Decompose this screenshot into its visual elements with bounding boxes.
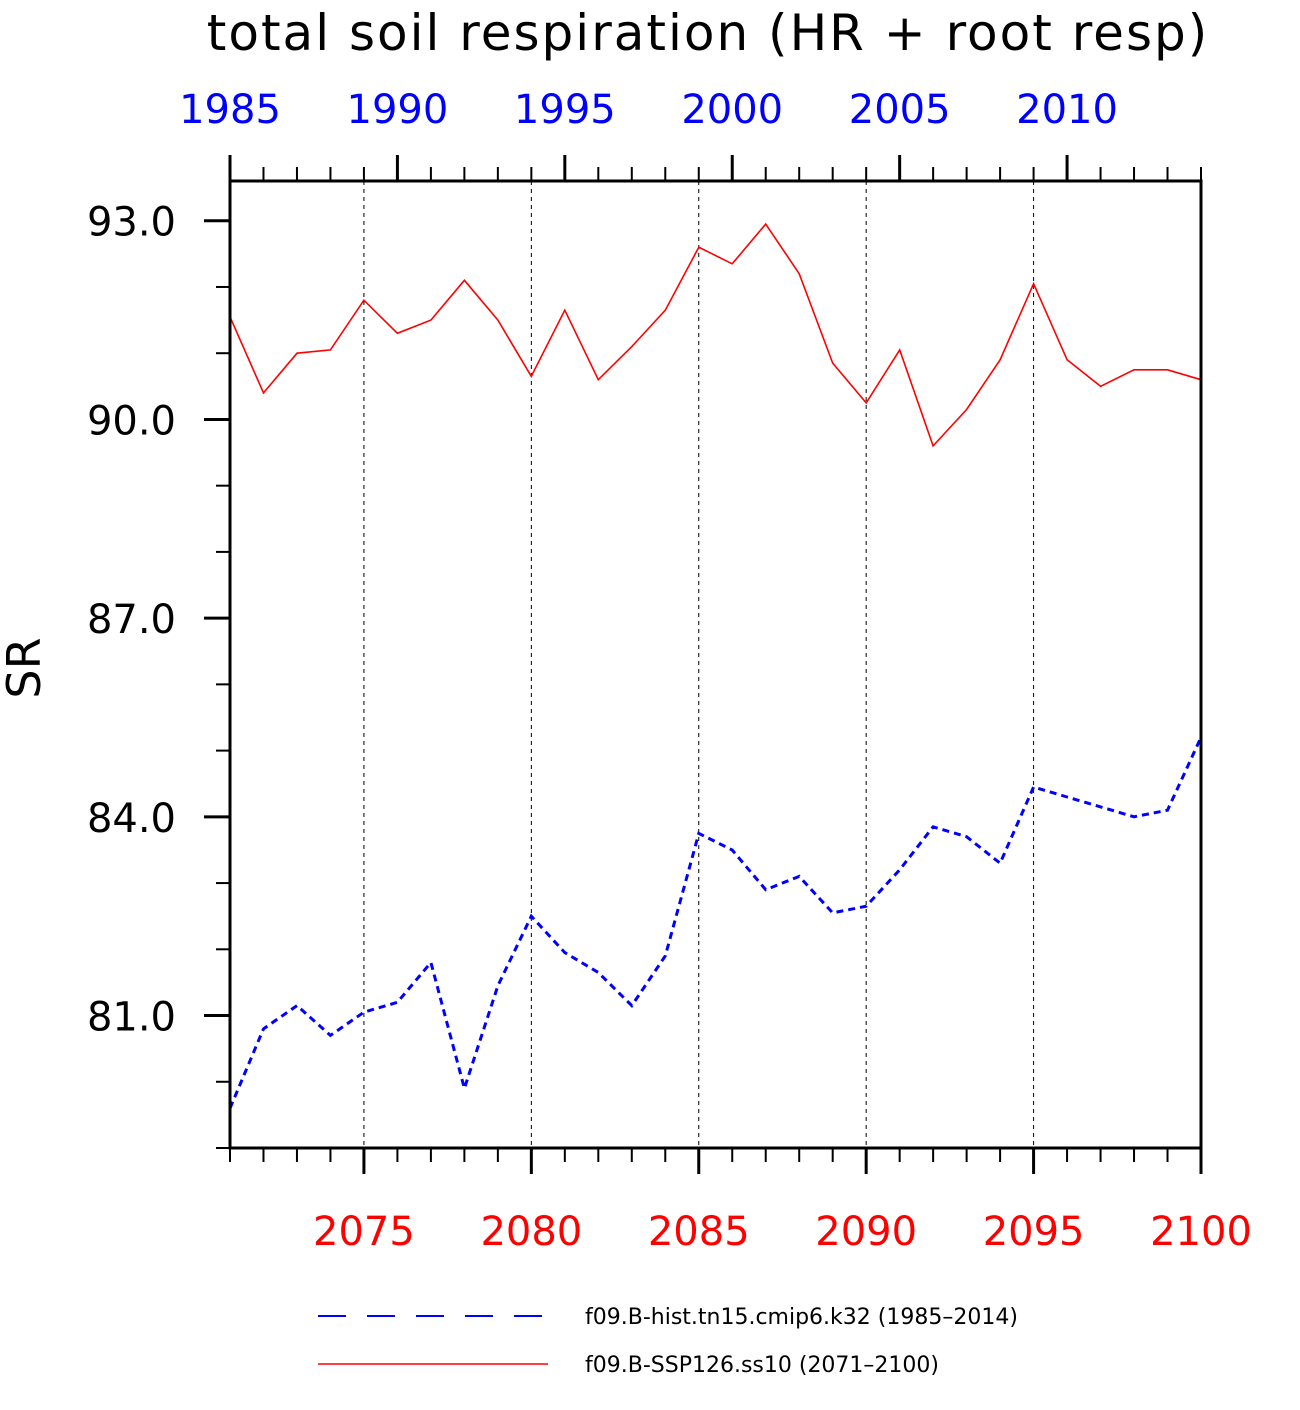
bottom-tick-label-2100: 2100 [1150, 1209, 1252, 1255]
top-tick-label-2000: 2000 [681, 87, 783, 133]
axis-ticks [204, 155, 1203, 1174]
bottom-tick-label-2095: 2095 [983, 1209, 1085, 1255]
top-tick-label-1995: 1995 [514, 87, 616, 133]
bottom-tick-label-2085: 2085 [648, 1209, 750, 1255]
top-tick-label-1985: 1985 [179, 87, 281, 133]
bottom-tick-label-2075: 2075 [313, 1209, 415, 1255]
y-axis-label: SR [0, 637, 51, 698]
top-tick-label-2005: 2005 [849, 87, 951, 133]
chart-title: total soil respiration (HR + root resp) [207, 4, 1210, 62]
bottom-tick-label-2090: 2090 [815, 1209, 917, 1255]
series-line-hist [228, 736, 1203, 1109]
y-tick-label-84.0: 84.0 [87, 796, 176, 842]
legend: f09.B-hist.tn15.cmip6.k32 (1985–2014) f09… [318, 1305, 1018, 1378]
top-tick-label-2010: 2010 [1016, 87, 1118, 133]
legend-label-2: f09.B-SSP126.ss10 (2071–2100) [585, 1353, 939, 1378]
grid-lines [363, 181, 1035, 1148]
plot-frame [228, 179, 1203, 1150]
axis-tick-labels: 2075 2080 2085 2090 2095 2100 1985 1990 1995 2000… [87, 87, 1252, 1255]
legend-label-1: f09.B-hist.tn15.cmip6.k32 (1985–2014) [585, 1305, 1018, 1330]
series-lines [228, 222, 1203, 1109]
y-tick-label-93.0: 93.0 [87, 200, 176, 246]
y-tick-label-81.0: 81.0 [87, 995, 176, 1041]
y-tick-label-87.0: 87.0 [87, 597, 176, 643]
top-tick-label-1990: 1990 [347, 87, 449, 133]
bottom-tick-label-2080: 2080 [480, 1209, 582, 1255]
y-tick-label-90.0: 90.0 [87, 398, 176, 444]
series-line-ssp126 [229, 222, 1202, 448]
